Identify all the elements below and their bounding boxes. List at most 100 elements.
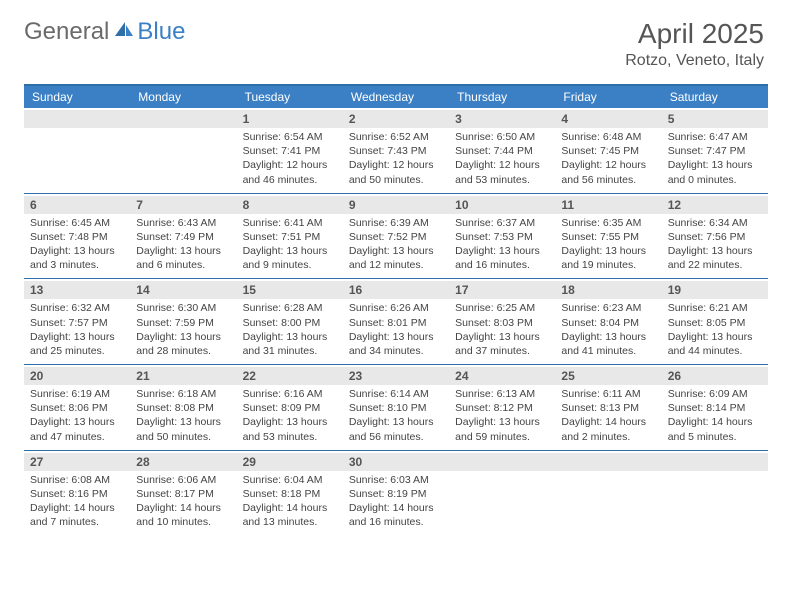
sunset-text: Sunset: 7:47 PM — [668, 144, 762, 158]
daylight-text: Daylight: 13 hours and 12 minutes. — [349, 244, 443, 272]
sunset-text: Sunset: 7:51 PM — [243, 230, 337, 244]
sunrise-text: Sunrise: 6:47 AM — [668, 130, 762, 144]
sunset-text: Sunset: 8:16 PM — [30, 487, 124, 501]
daylight-text: Daylight: 13 hours and 44 minutes. — [668, 330, 762, 358]
daynum-row: 1 — [237, 110, 343, 128]
dayname-tue: Tuesday — [237, 86, 343, 108]
sunset-text: Sunset: 8:09 PM — [243, 401, 337, 415]
week-row: ..1Sunrise: 6:54 AMSunset: 7:41 PMDaylig… — [24, 108, 768, 193]
sunset-text: Sunset: 8:10 PM — [349, 401, 443, 415]
sunset-text: Sunset: 7:44 PM — [455, 144, 549, 158]
sunset-text: Sunset: 7:48 PM — [30, 230, 124, 244]
daynum-row: 20 — [24, 367, 130, 385]
day-number: 29 — [243, 455, 337, 469]
calendar-cell: 14Sunrise: 6:30 AMSunset: 7:59 PMDayligh… — [130, 279, 236, 364]
page-header: General Blue April 2025 Rotzo, Veneto, I… — [0, 0, 792, 78]
daylight-text: Daylight: 14 hours and 10 minutes. — [136, 501, 230, 529]
day-number: 14 — [136, 283, 230, 297]
sunrise-text: Sunrise: 6:23 AM — [561, 301, 655, 315]
sunrise-text: Sunrise: 6:28 AM — [243, 301, 337, 315]
calendar-cell: 15Sunrise: 6:28 AMSunset: 8:00 PMDayligh… — [237, 279, 343, 364]
day-number: 13 — [30, 283, 124, 297]
daylight-text: Daylight: 13 hours and 19 minutes. — [561, 244, 655, 272]
daylight-text: Daylight: 13 hours and 41 minutes. — [561, 330, 655, 358]
sunrise-text: Sunrise: 6:48 AM — [561, 130, 655, 144]
day-number: 20 — [30, 369, 124, 383]
sail-icon — [113, 20, 135, 45]
calendar-cell: 28Sunrise: 6:06 AMSunset: 8:17 PMDayligh… — [130, 451, 236, 536]
sunrise-text: Sunrise: 6:19 AM — [30, 387, 124, 401]
sunset-text: Sunset: 8:12 PM — [455, 401, 549, 415]
sunset-text: Sunset: 8:14 PM — [668, 401, 762, 415]
sunrise-text: Sunrise: 6:50 AM — [455, 130, 549, 144]
calendar-cell: 27Sunrise: 6:08 AMSunset: 8:16 PMDayligh… — [24, 451, 130, 536]
daylight-text: Daylight: 13 hours and 50 minutes. — [136, 415, 230, 443]
daynum-row: 27 — [24, 453, 130, 471]
sunrise-text: Sunrise: 6:04 AM — [243, 473, 337, 487]
calendar-cell: 22Sunrise: 6:16 AMSunset: 8:09 PMDayligh… — [237, 365, 343, 450]
daynum-row: 7 — [130, 196, 236, 214]
dayname-fri: Friday — [555, 86, 661, 108]
day-number: 11 — [561, 198, 655, 212]
daynum-row: 29 — [237, 453, 343, 471]
day-number: 30 — [349, 455, 443, 469]
sunrise-text: Sunrise: 6:34 AM — [668, 216, 762, 230]
sunset-text: Sunset: 7:57 PM — [30, 316, 124, 330]
calendar-cell: 19Sunrise: 6:21 AMSunset: 8:05 PMDayligh… — [662, 279, 768, 364]
calendar-cell: 17Sunrise: 6:25 AMSunset: 8:03 PMDayligh… — [449, 279, 555, 364]
sunrise-text: Sunrise: 6:52 AM — [349, 130, 443, 144]
daylight-text: Daylight: 12 hours and 53 minutes. — [455, 158, 549, 186]
day-number: 3 — [455, 112, 549, 126]
calendar-cell: 29Sunrise: 6:04 AMSunset: 8:18 PMDayligh… — [237, 451, 343, 536]
day-number: 27 — [30, 455, 124, 469]
calendar-cell: 23Sunrise: 6:14 AMSunset: 8:10 PMDayligh… — [343, 365, 449, 450]
daylight-text: Daylight: 13 hours and 6 minutes. — [136, 244, 230, 272]
day-header-row: Sunday Monday Tuesday Wednesday Thursday… — [24, 86, 768, 108]
daynum-row: 28 — [130, 453, 236, 471]
calendar-cell-empty: . — [24, 108, 130, 193]
daylight-text: Daylight: 14 hours and 13 minutes. — [243, 501, 337, 529]
sunset-text: Sunset: 7:53 PM — [455, 230, 549, 244]
sunset-text: Sunset: 7:43 PM — [349, 144, 443, 158]
calendar-cell: 18Sunrise: 6:23 AMSunset: 8:04 PMDayligh… — [555, 279, 661, 364]
daynum-row: 3 — [449, 110, 555, 128]
daylight-text: Daylight: 14 hours and 2 minutes. — [561, 415, 655, 443]
sunrise-text: Sunrise: 6:11 AM — [561, 387, 655, 401]
daynum-row: 23 — [343, 367, 449, 385]
daylight-text: Daylight: 12 hours and 56 minutes. — [561, 158, 655, 186]
location-label: Rotzo, Veneto, Italy — [625, 52, 764, 70]
sunset-text: Sunset: 8:00 PM — [243, 316, 337, 330]
calendar-cell: 7Sunrise: 6:43 AMSunset: 7:49 PMDaylight… — [130, 194, 236, 279]
day-number: 21 — [136, 369, 230, 383]
daynum-row: . — [662, 453, 768, 471]
daynum-row: 12 — [662, 196, 768, 214]
daynum-row: . — [555, 453, 661, 471]
day-number: 1 — [243, 112, 337, 126]
daylight-text: Daylight: 13 hours and 9 minutes. — [243, 244, 337, 272]
dayname-sat: Saturday — [662, 86, 768, 108]
calendar-cell: 10Sunrise: 6:37 AMSunset: 7:53 PMDayligh… — [449, 194, 555, 279]
sunrise-text: Sunrise: 6:41 AM — [243, 216, 337, 230]
daynum-row: . — [24, 110, 130, 128]
sunrise-text: Sunrise: 6:35 AM — [561, 216, 655, 230]
daylight-text: Daylight: 14 hours and 7 minutes. — [30, 501, 124, 529]
daynum-row: 8 — [237, 196, 343, 214]
sunrise-text: Sunrise: 6:26 AM — [349, 301, 443, 315]
daylight-text: Daylight: 13 hours and 25 minutes. — [30, 330, 124, 358]
day-number: 10 — [455, 198, 549, 212]
daynum-row: 14 — [130, 281, 236, 299]
week-row: 13Sunrise: 6:32 AMSunset: 7:57 PMDayligh… — [24, 278, 768, 364]
sunrise-text: Sunrise: 6:06 AM — [136, 473, 230, 487]
sunrise-text: Sunrise: 6:43 AM — [136, 216, 230, 230]
calendar-cell: 12Sunrise: 6:34 AMSunset: 7:56 PMDayligh… — [662, 194, 768, 279]
daynum-row: 22 — [237, 367, 343, 385]
sunset-text: Sunset: 7:59 PM — [136, 316, 230, 330]
calendar-cell: 16Sunrise: 6:26 AMSunset: 8:01 PMDayligh… — [343, 279, 449, 364]
calendar-cell: 3 Sunrise: 6:50 AMSunset: 7:44 PMDaylight… — [449, 108, 555, 193]
daynum-row: 15 — [237, 281, 343, 299]
day-number: 17 — [455, 283, 549, 297]
calendar-cell: 9Sunrise: 6:39 AMSunset: 7:52 PMDaylight… — [343, 194, 449, 279]
day-number: 2 — [349, 112, 443, 126]
daylight-text: Daylight: 13 hours and 59 minutes. — [455, 415, 549, 443]
calendar-cell: 8 Sunrise: 6:41 AMSunset: 7:51 PMDaylight… — [237, 194, 343, 279]
